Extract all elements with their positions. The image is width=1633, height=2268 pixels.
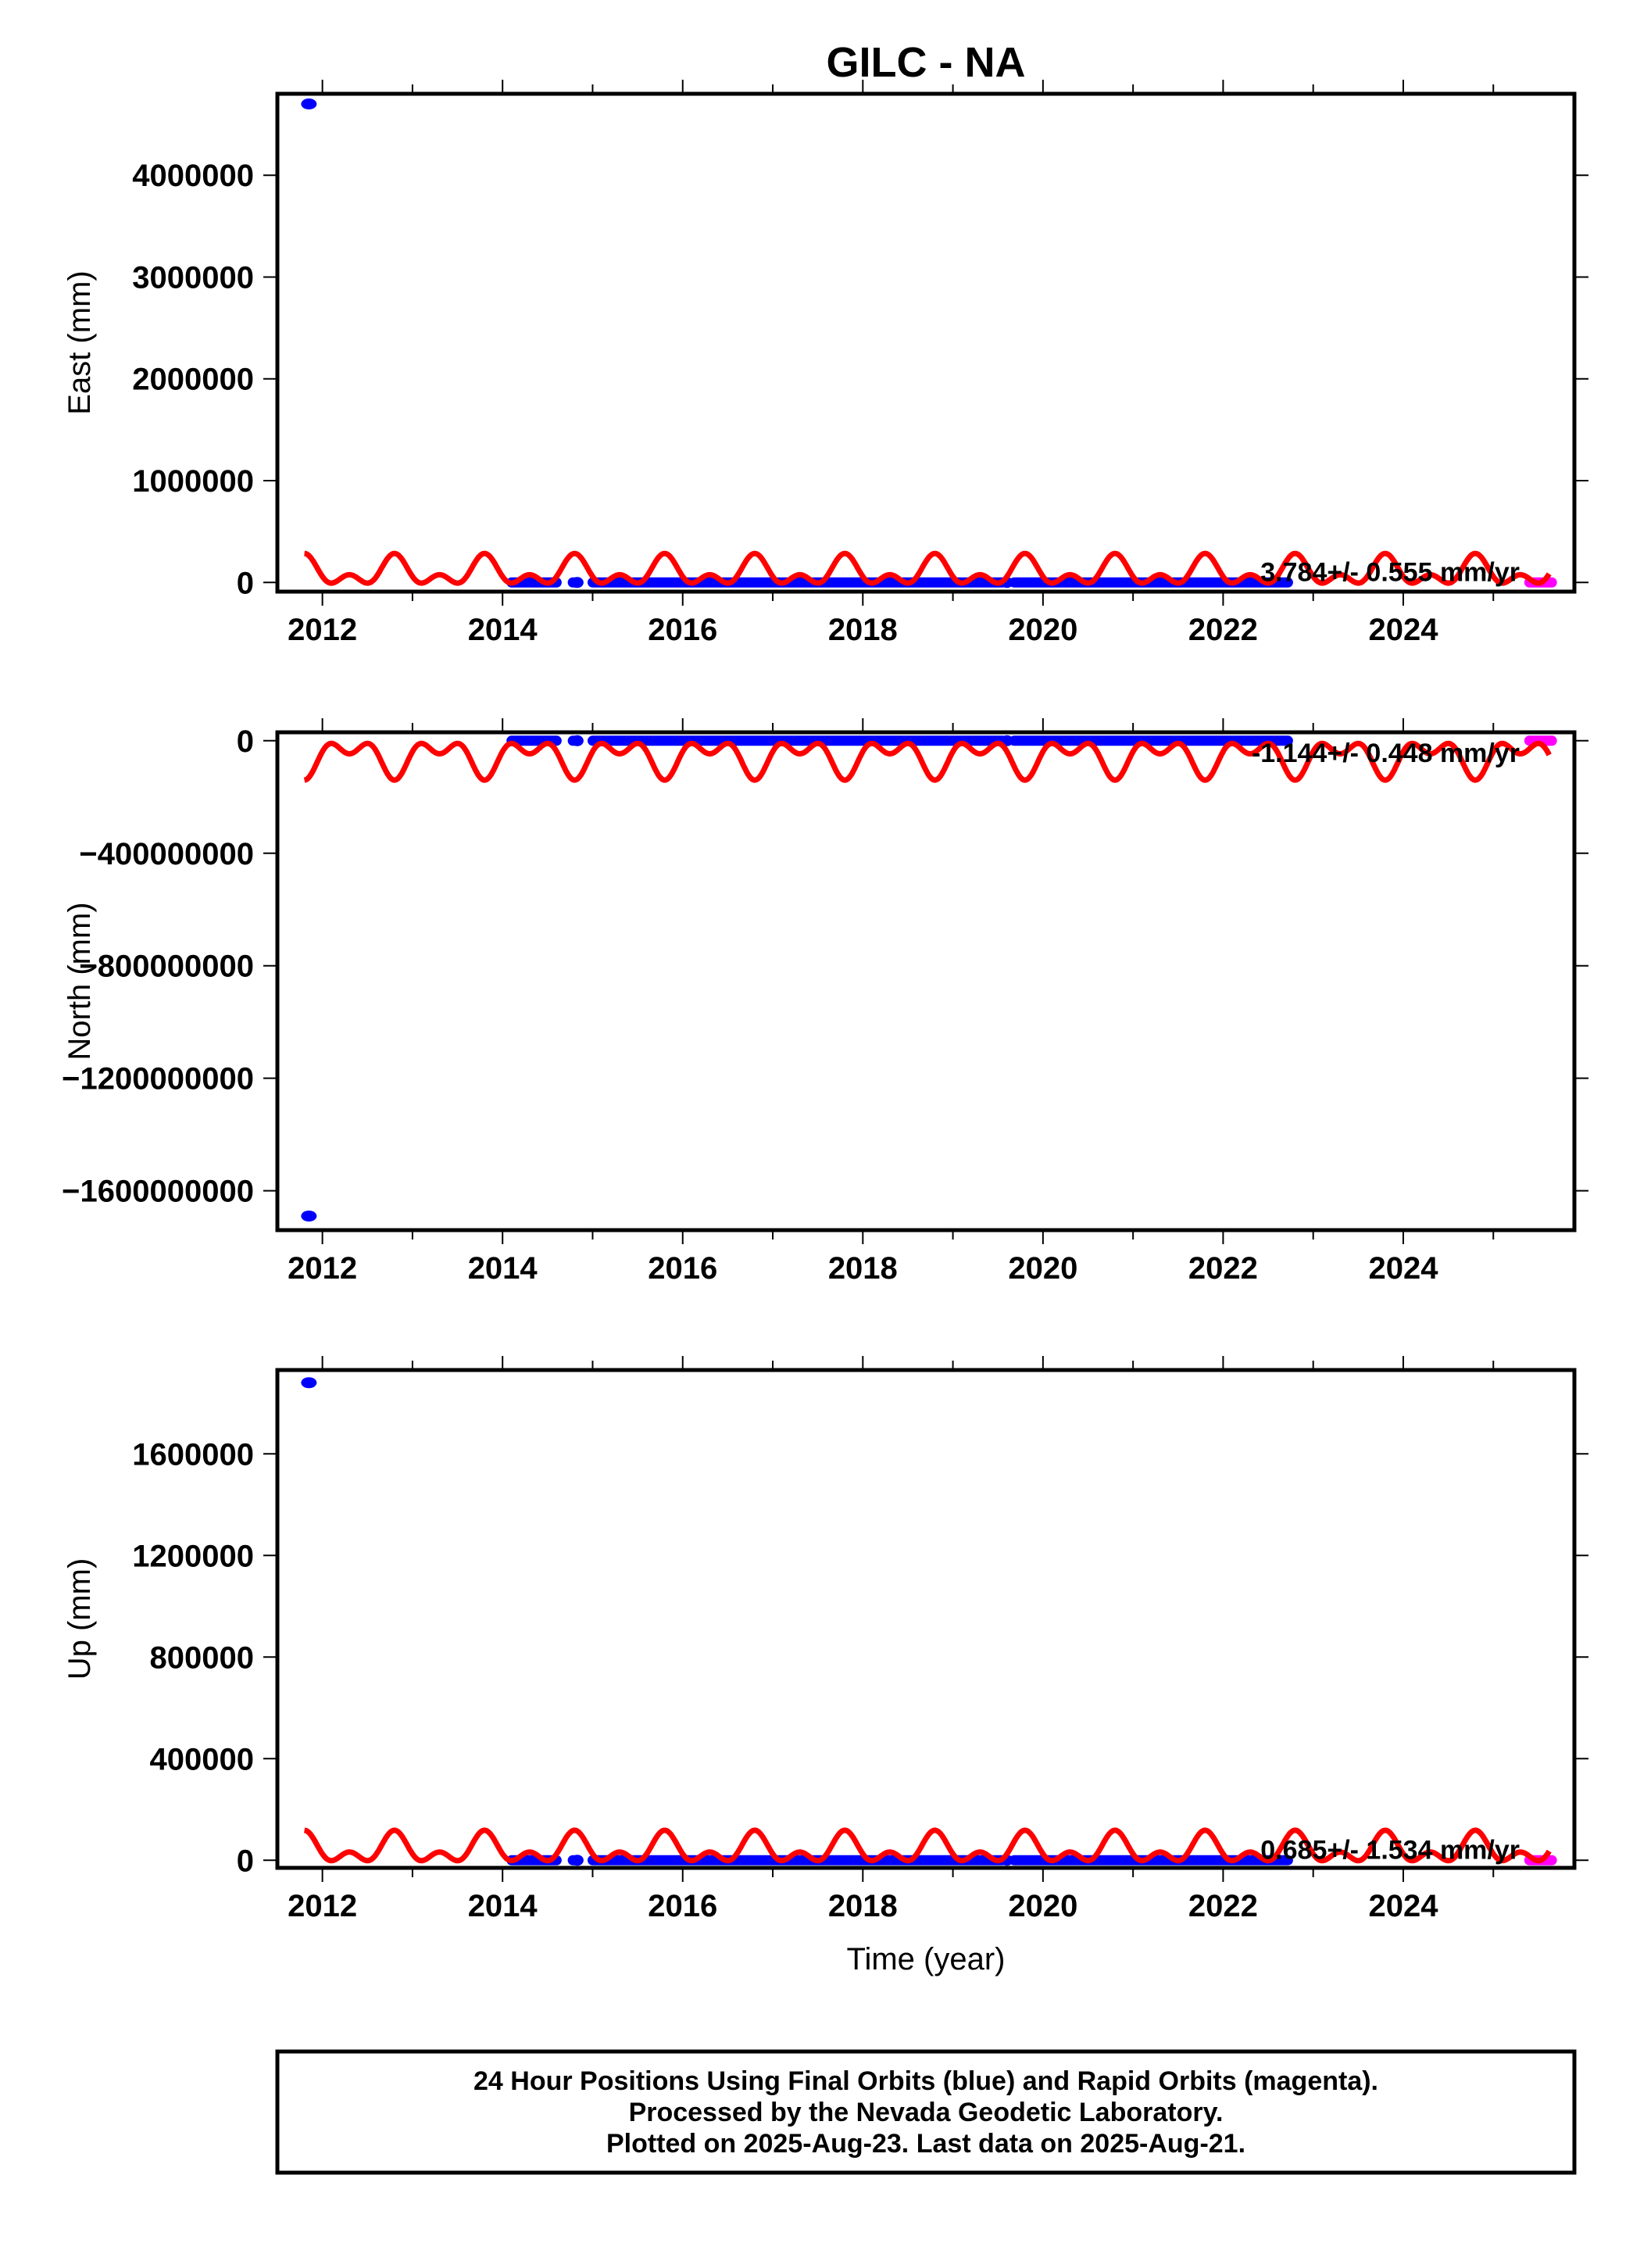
- up-x-tick-label: 2020: [1008, 1889, 1077, 1923]
- up-plot-frame: [275, 1368, 1577, 1870]
- north-y-tick-label: −1600000000: [62, 1175, 254, 1209]
- north-x-tick-label: 2022: [1188, 1251, 1258, 1286]
- north-panel: 2012 2014 2016 2018 2020 2022 2024 0 −400000000 −…: [62, 718, 1588, 1286]
- up-data-layer: [301, 1377, 1557, 1866]
- north-x-tick-label: 2018: [828, 1251, 898, 1286]
- east-x-tick-label: 2020: [1008, 613, 1077, 647]
- north-x-tick-label: 2016: [648, 1251, 717, 1286]
- up-x-tick-label: 2014: [468, 1889, 538, 1923]
- north-final-point: [570, 735, 584, 746]
- up-y-tick-label: 0: [237, 1844, 254, 1878]
- north-y-tick-label: 0: [237, 724, 254, 759]
- footer-line-1: 24 Hour Positions Using Final Orbits (bl…: [473, 2066, 1378, 2096]
- footer-line-3: Plotted on 2025-Aug-23. Last data on 202…: [606, 2129, 1245, 2159]
- north-x-tick-label: 2014: [468, 1251, 538, 1286]
- north-y-tick-label: −400000000: [79, 837, 254, 871]
- east-y-tick-label: 0: [237, 566, 254, 600]
- east-outlier-point: [301, 98, 317, 110]
- footer-frame: [275, 2049, 1577, 2175]
- up-x-tick-label: 2016: [648, 1889, 717, 1923]
- up-y-tick-label: 1200000: [132, 1539, 254, 1573]
- footer-box: 24 Hour Positions Using Final Orbits (bl…: [275, 2049, 1577, 2175]
- north-plot-frame: [275, 730, 1577, 1232]
- north-x-tick-label: 2024: [1368, 1251, 1438, 1286]
- up-x-tick-label: 2024: [1368, 1889, 1438, 1923]
- north-y-axis-label: North (mm): [63, 902, 97, 1060]
- east-data-layer: [301, 98, 1557, 588]
- x-axis-label: Time (year): [847, 1942, 1006, 1976]
- east-final-point: [570, 577, 584, 588]
- up-rate-label: 0.685+/- 1.534 mm/yr: [1260, 1835, 1520, 1865]
- up-y-tick-label: 800000: [150, 1640, 254, 1675]
- east-x-tick-label: 2022: [1188, 613, 1258, 647]
- up-panel: 2012 2014 2016 2018 2020 2022 2024 0 400000 80000…: [63, 1356, 1588, 1923]
- east-x-tick-label: 2024: [1368, 613, 1438, 647]
- up-outlier-point: [301, 1377, 317, 1389]
- north-model-curve: [302, 740, 1552, 783]
- up-model-curve: [302, 1827, 1552, 1864]
- up-x-tick-label: 2012: [288, 1889, 357, 1923]
- east-x-tick-label: 2012: [288, 613, 357, 647]
- up-y-tick-label: 1600000: [132, 1437, 254, 1472]
- east-y-tick-label: 4000000: [132, 159, 254, 193]
- up-y-axis-label: Up (mm): [63, 1558, 97, 1680]
- east-y-tick-label: 3000000: [132, 260, 254, 295]
- north-rate-label: -1.144+/- 0.448 mm/yr: [1252, 739, 1520, 768]
- east-panel: 2012 2014 2016 2018 2020 2022 2024 0 1000000 2000…: [63, 80, 1588, 647]
- north-x-tick-label: 2020: [1008, 1251, 1077, 1286]
- north-outlier-point: [301, 1211, 317, 1222]
- east-rate-label: 3.784+/- 0.555 mm/yr: [1260, 557, 1520, 587]
- east-y-tick-label: 1000000: [132, 464, 254, 499]
- up-y-tick-label: 400000: [150, 1742, 254, 1776]
- north-data-layer: [301, 735, 1557, 1222]
- up-x-tick-label: 2022: [1188, 1889, 1258, 1923]
- east-y-axis-label: East (mm): [63, 270, 97, 414]
- north-y-tick-label: −800000000: [79, 950, 254, 984]
- east-x-tick-label: 2014: [468, 613, 538, 647]
- east-x-tick-label: 2016: [648, 613, 717, 647]
- east-plot-frame: [275, 91, 1577, 594]
- figure-title: GILC - NA: [827, 39, 1026, 86]
- north-y-tick-label: −1200000000: [62, 1062, 254, 1096]
- north-x-tick-label: 2012: [288, 1251, 357, 1286]
- up-final-point: [570, 1855, 584, 1866]
- east-x-tick-label: 2018: [828, 613, 898, 647]
- east-y-tick-label: 2000000: [132, 363, 254, 397]
- footer-line-2: Processed by the Nevada Geodetic Laborat…: [629, 2098, 1224, 2127]
- east-model-curve: [302, 550, 1552, 586]
- up-x-tick-label: 2018: [828, 1889, 898, 1923]
